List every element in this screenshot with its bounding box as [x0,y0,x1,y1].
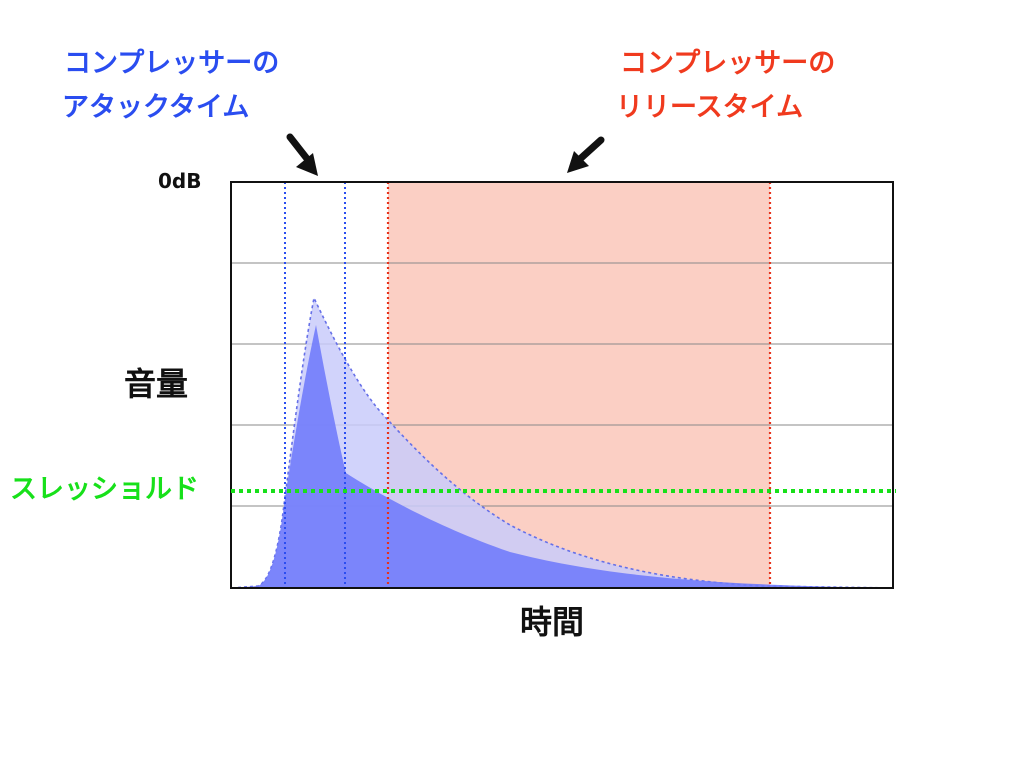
threshold-label: スレッショルド [10,474,199,505]
arrow-down-left-icon [567,136,605,173]
arrow-down-right-icon [286,133,318,176]
volume-axis-label: 音量 [124,365,189,403]
compressed-envelope [232,325,893,588]
attack-time-title-line1: コンプレッサーの [64,48,280,79]
attack-time-title-line2: アタックタイム [62,92,250,123]
zero-db-label: 0dB [158,169,202,193]
plot-frame [230,181,894,589]
time-axis-label: 時間 [520,603,585,641]
release-time-title-line1: コンプレッサーの [620,48,836,79]
release-time-title-line2: リリースタイム [616,92,804,123]
